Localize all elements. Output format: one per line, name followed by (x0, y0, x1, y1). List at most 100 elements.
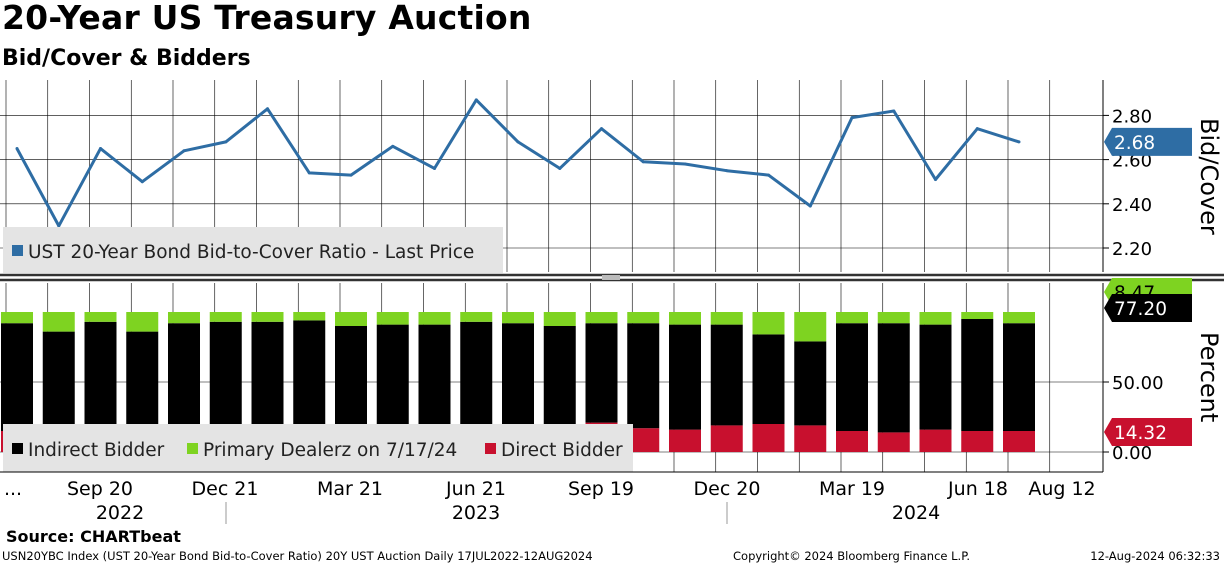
bar-indirect-bidder (961, 319, 994, 431)
bar-primary-dealer (669, 312, 701, 325)
footer-timestamp: 12-Aug-2024 06:32:33 (1090, 549, 1220, 563)
bid-cover-point (391, 144, 395, 148)
bid-cover-point (99, 147, 102, 151)
bar-direct-bidder (836, 431, 868, 452)
bar-indirect-bidder (543, 326, 576, 424)
bar-indirect-bidder (209, 321, 242, 430)
bar-indirect-bidder (502, 323, 534, 426)
bar-indirect-bidder (460, 321, 493, 427)
bar-primary-dealer (836, 312, 868, 324)
chart-title: 20-Year US Treasury Auction (2, 0, 532, 37)
chart-subtitle: Bid/Cover & Bidders (2, 46, 251, 71)
bid-cover-point (767, 173, 770, 177)
bar-primary-dealer (794, 312, 827, 342)
bar-indirect-bidder (1003, 323, 1035, 431)
top-y-tick-label: 2.80 (1112, 106, 1152, 127)
bid-cover-point (641, 160, 645, 164)
x-year-label: 2022 (96, 502, 144, 524)
bar-indirect-bidder (919, 324, 952, 430)
x-tick-label: Mar 19 (819, 478, 885, 500)
bid-cover-point (57, 224, 61, 228)
bar-primary-dealer (209, 312, 242, 322)
bottom-y-tick-label: 0.00 (1112, 443, 1152, 464)
x-tick-label: Jun 18 (947, 478, 1008, 500)
source-note: Source: CHARTbeat (6, 527, 181, 546)
bid-cover-point (516, 140, 520, 144)
bar-indirect-bidder (376, 324, 409, 426)
bid-cover-point (683, 162, 687, 166)
bid-cover-point (182, 149, 186, 153)
top-legend-label: UST 20-Year Bond Bid-to-Cover Ratio - La… (28, 242, 474, 263)
bar-direct-bidder (710, 425, 743, 452)
bottom-legend-swatch (485, 443, 496, 454)
bar-indirect-bidder (669, 324, 701, 430)
x-year-label: 2024 (892, 502, 940, 524)
bar-primary-dealer (293, 312, 326, 321)
bottom-legend-label: Primary Dealerz on 7/17/24 (203, 440, 457, 461)
bar-primary-dealer (168, 312, 200, 324)
top-y-tick-label: 2.20 (1112, 239, 1152, 260)
bottom-legend-label: Indirect Bidder (28, 440, 165, 461)
bar-indirect-bidder (710, 324, 743, 426)
bar-indirect-bidder (293, 320, 326, 426)
top-y-tick-label: 2.40 (1112, 195, 1152, 216)
bar-primary-dealer (961, 312, 994, 319)
bar-primary-dealer (543, 312, 576, 326)
bar-direct-bidder (1003, 431, 1035, 452)
bar-indirect-bidder (836, 323, 868, 431)
bid-cover-point (600, 127, 603, 131)
bid-cover-point (474, 98, 478, 102)
bar-primary-dealer (585, 312, 618, 324)
x-tick-label: Sep 19 (568, 478, 634, 500)
bar-direct-bidder (669, 429, 701, 452)
footer-copyright: Copyright© 2024 Bloomberg Finance L.P. (733, 549, 970, 563)
bid-cover-point (1017, 140, 1021, 144)
top-legend-swatch (12, 245, 23, 256)
x-tick-label: Sep 20 (67, 478, 133, 500)
bar-direct-bidder (627, 428, 660, 452)
bar-indirect-bidder (251, 321, 284, 429)
last-indirect-bidder-tag-bg (1104, 294, 1192, 322)
bottom-legend-label: Direct Bidder (501, 440, 623, 461)
bar-indirect-bidder (42, 331, 75, 430)
bid-cover-point (725, 169, 729, 173)
bar-primary-dealer (251, 312, 284, 322)
last-bid-cover-tag: 2.68 (1114, 133, 1155, 154)
bar-indirect-bidder (84, 321, 117, 429)
bid-cover-line (15, 98, 1020, 228)
bottom-legend-box (3, 424, 633, 472)
bar-primary-dealer (627, 312, 660, 324)
last-bid-cover-tag-bg (1104, 127, 1192, 156)
bar-primary-dealer (919, 312, 952, 325)
top-y-axis-title: Bid/Cover (1195, 118, 1223, 235)
bid-cover-point (349, 173, 353, 177)
footer-index-description: USN20YBC Index (UST 20-Year Bond Bid-to-… (2, 549, 593, 563)
bar-primary-dealer (1, 312, 33, 324)
bid-cover-point (307, 171, 311, 175)
x-tick-label: Mar 21 (317, 478, 383, 500)
bar-primary-dealer (42, 312, 75, 332)
bar-primary-dealer (752, 312, 785, 335)
bar-primary-dealer (1003, 312, 1035, 324)
bottom-y-axis-title: Percent (1195, 332, 1223, 422)
bar-primary-dealer (84, 312, 117, 322)
top-legend-box (3, 227, 503, 273)
x-tick-label: Dec 21 (192, 478, 259, 500)
bar-primary-dealer (418, 312, 451, 325)
bar-indirect-bidder (335, 326, 367, 426)
bar-direct-bidder (794, 425, 827, 452)
bottom-legend-swatch (187, 443, 198, 454)
bid-cover-point (433, 166, 436, 170)
bar-indirect-bidder (585, 323, 618, 423)
bar-direct-bidder (752, 424, 785, 452)
last-indirect-bidder-tag: 77.20 (1114, 299, 1167, 320)
bar-direct-bidder (919, 429, 952, 452)
bottom-y-tick-label: 50.00 (1112, 373, 1164, 394)
bar-indirect-bidder (794, 341, 827, 426)
bar-direct-bidder (961, 431, 994, 452)
bid-cover-point (808, 204, 812, 208)
bar-primary-dealer (877, 312, 910, 324)
bid-cover-point (850, 116, 854, 120)
bid-cover-point (224, 140, 228, 144)
